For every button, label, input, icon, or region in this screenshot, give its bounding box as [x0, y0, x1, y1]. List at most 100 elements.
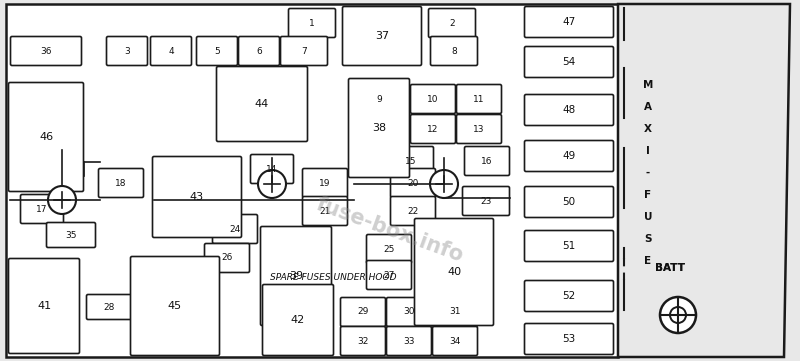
FancyBboxPatch shape [462, 187, 510, 216]
Circle shape [430, 170, 458, 198]
Text: 19: 19 [319, 178, 330, 187]
FancyBboxPatch shape [525, 95, 614, 126]
FancyBboxPatch shape [197, 36, 238, 65]
FancyBboxPatch shape [302, 196, 347, 226]
Text: 46: 46 [39, 132, 53, 142]
Text: 26: 26 [222, 253, 233, 262]
FancyBboxPatch shape [86, 295, 131, 319]
Text: 10: 10 [427, 95, 438, 104]
Text: 47: 47 [562, 17, 576, 27]
Text: 51: 51 [562, 241, 576, 251]
FancyBboxPatch shape [205, 244, 250, 273]
FancyBboxPatch shape [21, 195, 63, 223]
Text: 31: 31 [450, 308, 461, 317]
FancyBboxPatch shape [357, 84, 402, 113]
Text: U: U [644, 212, 652, 222]
FancyBboxPatch shape [525, 187, 614, 217]
Text: 37: 37 [375, 31, 389, 41]
Text: 6: 6 [256, 47, 262, 56]
FancyBboxPatch shape [349, 78, 410, 178]
FancyBboxPatch shape [386, 297, 431, 326]
FancyBboxPatch shape [302, 169, 347, 197]
FancyBboxPatch shape [213, 214, 258, 244]
FancyBboxPatch shape [457, 84, 502, 113]
Text: SPARE FUSES UNDER HOOD: SPARE FUSES UNDER HOOD [270, 274, 397, 283]
Polygon shape [618, 4, 790, 357]
Text: 24: 24 [230, 225, 241, 234]
Text: I: I [646, 146, 650, 156]
Circle shape [258, 170, 286, 198]
FancyBboxPatch shape [390, 196, 435, 226]
FancyBboxPatch shape [281, 36, 327, 65]
FancyBboxPatch shape [106, 36, 147, 65]
Text: 53: 53 [562, 334, 576, 344]
FancyBboxPatch shape [262, 284, 334, 356]
Text: 20: 20 [407, 178, 418, 187]
Text: 13: 13 [474, 125, 485, 134]
Text: 27: 27 [383, 270, 394, 279]
Text: 5: 5 [214, 47, 220, 56]
Text: 33: 33 [403, 336, 414, 345]
FancyBboxPatch shape [289, 9, 335, 38]
Text: 30: 30 [403, 308, 414, 317]
FancyBboxPatch shape [238, 36, 279, 65]
Text: F: F [645, 190, 651, 200]
Text: 18: 18 [115, 178, 126, 187]
FancyBboxPatch shape [430, 36, 478, 65]
Text: 35: 35 [66, 231, 77, 239]
Text: 44: 44 [255, 99, 269, 109]
Text: 34: 34 [450, 336, 461, 345]
Text: 22: 22 [407, 206, 418, 216]
Text: 16: 16 [482, 157, 493, 165]
Text: 41: 41 [37, 301, 51, 311]
FancyBboxPatch shape [341, 297, 386, 326]
Text: 49: 49 [562, 151, 576, 161]
FancyBboxPatch shape [250, 155, 294, 183]
FancyBboxPatch shape [341, 326, 386, 356]
FancyBboxPatch shape [525, 47, 614, 78]
Text: 17: 17 [36, 204, 48, 213]
FancyBboxPatch shape [429, 9, 475, 38]
Text: 50: 50 [562, 197, 575, 207]
Text: X: X [644, 124, 652, 134]
FancyBboxPatch shape [389, 147, 434, 175]
Text: 29: 29 [358, 308, 369, 317]
Text: A: A [644, 102, 652, 112]
Text: M: M [643, 80, 653, 90]
Text: 38: 38 [372, 123, 386, 133]
FancyBboxPatch shape [465, 147, 510, 175]
FancyBboxPatch shape [98, 169, 143, 197]
Text: 36: 36 [40, 47, 52, 56]
FancyBboxPatch shape [150, 36, 191, 65]
FancyBboxPatch shape [414, 218, 494, 326]
FancyBboxPatch shape [261, 226, 331, 326]
FancyBboxPatch shape [433, 297, 478, 326]
Text: 11: 11 [474, 95, 485, 104]
Text: 28: 28 [103, 303, 114, 312]
Text: 7: 7 [301, 47, 307, 56]
Text: 9: 9 [376, 95, 382, 104]
Text: 32: 32 [358, 336, 369, 345]
Polygon shape [6, 4, 618, 357]
Text: 14: 14 [266, 165, 278, 174]
Text: 2: 2 [449, 18, 455, 27]
Text: 25: 25 [383, 244, 394, 253]
Text: 40: 40 [447, 267, 461, 277]
Text: 52: 52 [562, 291, 576, 301]
Text: S: S [644, 234, 652, 244]
FancyBboxPatch shape [525, 231, 614, 261]
Circle shape [660, 297, 696, 333]
Text: -: - [646, 168, 650, 178]
FancyBboxPatch shape [9, 258, 79, 353]
FancyBboxPatch shape [410, 114, 455, 144]
Text: 8: 8 [451, 47, 457, 56]
FancyBboxPatch shape [525, 140, 614, 171]
Text: 42: 42 [291, 315, 305, 325]
FancyBboxPatch shape [153, 157, 242, 238]
Text: 54: 54 [562, 57, 576, 67]
FancyBboxPatch shape [525, 6, 614, 38]
FancyBboxPatch shape [433, 326, 478, 356]
Circle shape [48, 186, 76, 214]
FancyBboxPatch shape [9, 83, 83, 191]
Text: 23: 23 [480, 196, 492, 205]
